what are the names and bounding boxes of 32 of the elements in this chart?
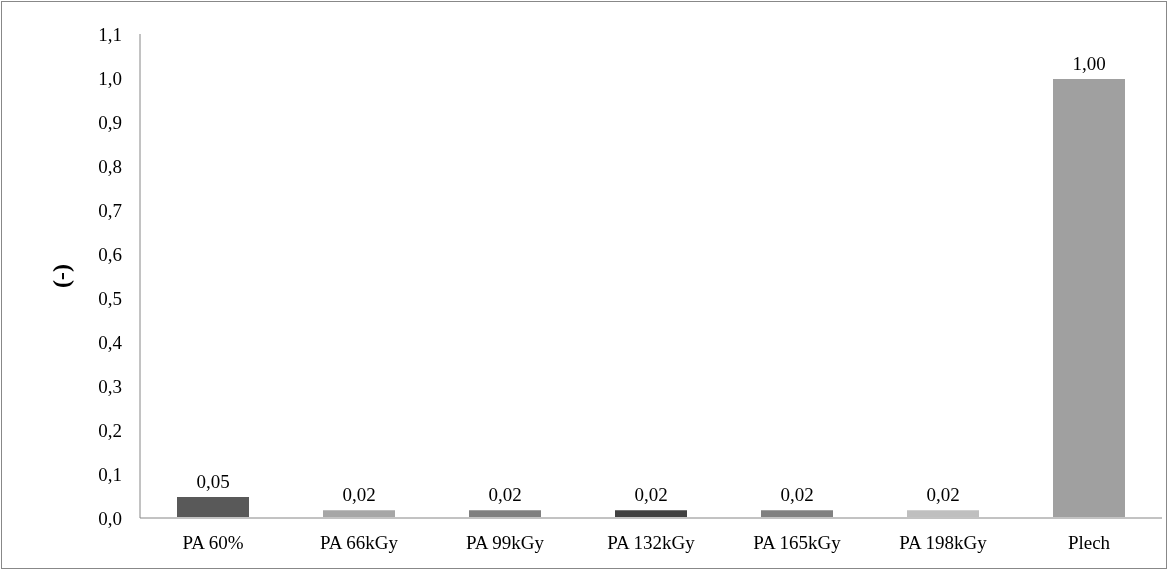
bar	[175, 495, 251, 518]
y-tick-label: 0,2	[98, 419, 122, 441]
x-tick-label: PA 132kGy	[607, 532, 696, 554]
y-axis-title: (-)	[47, 264, 74, 288]
data-label: 0,02	[342, 484, 376, 506]
bar	[905, 508, 981, 518]
data-label: 0,05	[196, 471, 230, 492]
bar	[1051, 77, 1127, 518]
y-tick-label: 1,0	[98, 67, 122, 89]
x-tick-label: PA 66kGy	[320, 532, 399, 554]
y-tick-label: 0,9	[98, 111, 122, 133]
data-label: 0,02	[634, 484, 668, 506]
y-tick-label: 1,1	[98, 23, 122, 45]
data-label: 0,02	[780, 484, 814, 506]
x-tick-label: PA 99kGy	[466, 532, 545, 554]
y-tick-label: 0,5	[98, 287, 122, 309]
data-label: 1,00	[1072, 53, 1106, 74]
y-tick-label: 0,0	[98, 507, 122, 529]
y-tick-label: 0,8	[98, 155, 122, 177]
bar	[321, 508, 397, 518]
y-tick-label: 0,1	[98, 463, 122, 485]
y-tick-label: 0,3	[98, 375, 122, 397]
y-tick-label: 0,4	[98, 331, 123, 353]
x-tick-label: PA 60%	[182, 532, 244, 554]
bar	[613, 508, 689, 518]
x-tick-label: PA 198kGy	[899, 532, 988, 554]
y-tick-label: 0,6	[98, 243, 122, 265]
data-label: 0,02	[488, 484, 522, 506]
x-tick-label: PA 165kGy	[753, 532, 842, 554]
data-label: 0,02	[926, 484, 960, 506]
y-tick-label: 0,7	[98, 199, 122, 221]
x-tick-label: Plech	[1067, 532, 1111, 554]
